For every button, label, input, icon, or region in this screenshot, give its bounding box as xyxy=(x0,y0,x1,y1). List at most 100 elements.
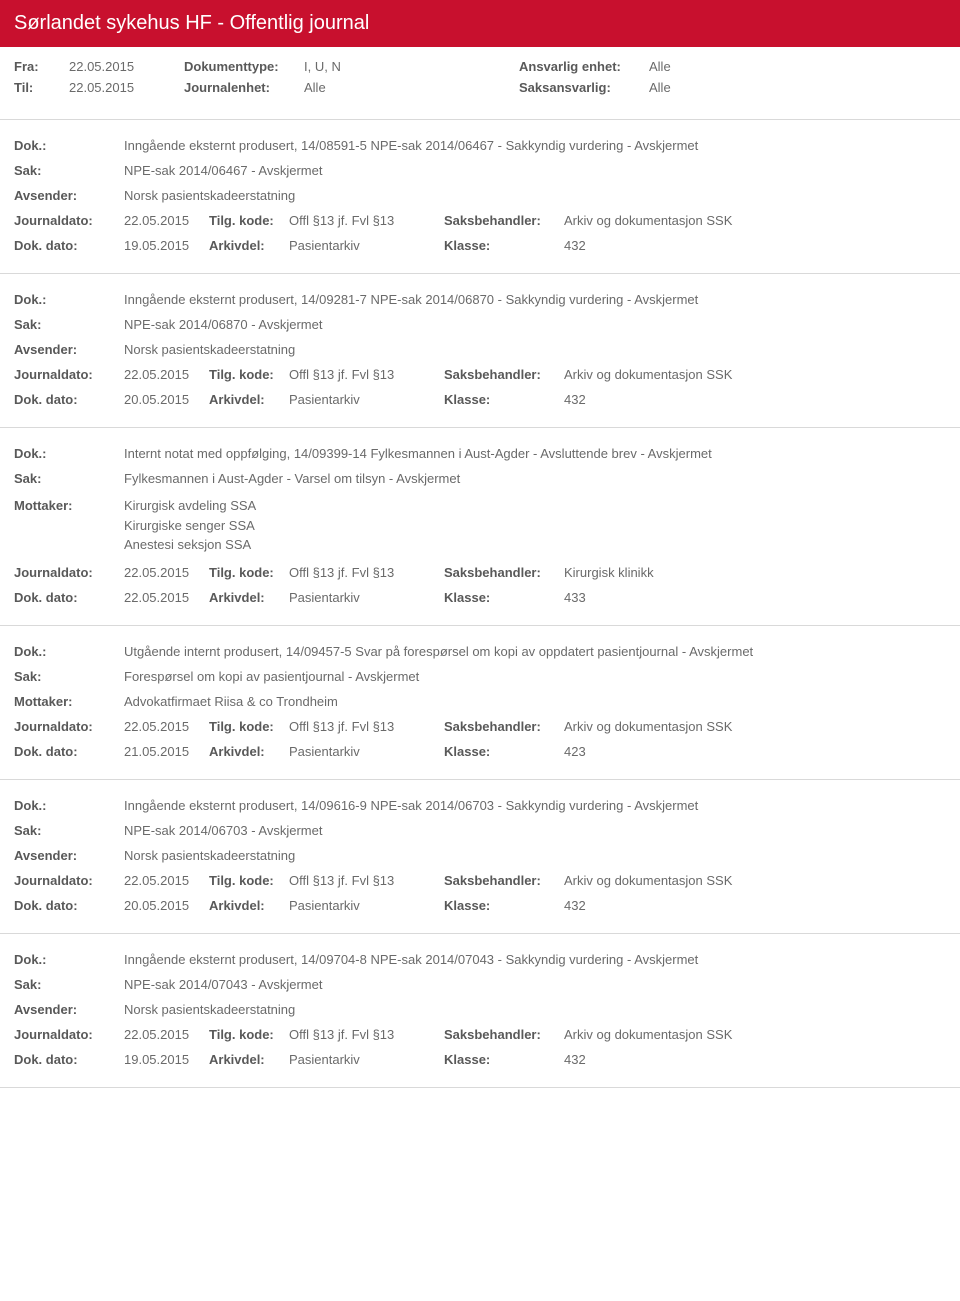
dok-label: Dok.: xyxy=(14,952,124,967)
party-label: Mottaker: xyxy=(14,498,124,513)
dokdato-label: Dok. dato: xyxy=(14,1052,124,1067)
filter-fra-label: Fra: xyxy=(14,59,69,74)
dok-label: Dok.: xyxy=(14,138,124,153)
party-value: Norsk pasientskadeerstatning xyxy=(124,1002,295,1017)
dokdato-value: 20.05.2015 xyxy=(124,898,209,913)
tilgkode-label: Tilg. kode: xyxy=(209,565,289,580)
tilgkode-label: Tilg. kode: xyxy=(209,873,289,888)
filter-journalenhet-label: Journalenhet: xyxy=(184,80,304,95)
saksbehandler-label: Saksbehandler: xyxy=(444,1027,564,1042)
party-value: Norsk pasientskadeerstatning xyxy=(124,188,295,203)
arkivdel-label: Arkivdel: xyxy=(209,744,289,759)
arkivdel-value: Pasientarkiv xyxy=(289,392,444,407)
meta-row: Journaldato:22.05.2015Tilg. kode:Offl §1… xyxy=(14,873,946,888)
klasse-value: 432 xyxy=(564,238,586,253)
journaldato-label: Journaldato: xyxy=(14,565,124,580)
saksbehandler-label: Saksbehandler: xyxy=(444,719,564,734)
saksbehandler-value: Kirurgisk klinikk xyxy=(564,565,654,580)
party-label: Avsender: xyxy=(14,848,124,863)
tilgkode-label: Tilg. kode: xyxy=(209,367,289,382)
tilgkode-value: Offl §13 jf. Fvl §13 xyxy=(289,367,444,382)
dok-label: Dok.: xyxy=(14,292,124,307)
sak-value: Fylkesmannen i Aust-Agder - Varsel om ti… xyxy=(124,471,460,486)
party-value: Advokatfirmaet Riisa & co Trondheim xyxy=(124,694,338,709)
entry-line: Sak:Forespørsel om kopi av pasientjourna… xyxy=(14,669,946,684)
journaldato-label: Journaldato: xyxy=(14,367,124,382)
entry-line: Mottaker:Advokatfirmaet Riisa & co Trond… xyxy=(14,694,946,709)
dokdato-label: Dok. dato: xyxy=(14,392,124,407)
meta-row: Dok. dato:19.05.2015Arkivdel:Pasientarki… xyxy=(14,1052,946,1067)
sak-value: Forespørsel om kopi av pasientjournal - … xyxy=(124,669,419,684)
sak-label: Sak: xyxy=(14,977,124,992)
dok-value: Internt notat med oppfølging, 14/09399-1… xyxy=(124,446,712,461)
entry-line: Dok.:Inngående eksternt produsert, 14/09… xyxy=(14,798,946,813)
meta-row: Dok. dato:20.05.2015Arkivdel:Pasientarki… xyxy=(14,898,946,913)
journal-entry: Dok.:Inngående eksternt produsert, 14/09… xyxy=(0,274,960,428)
dokdato-value: 19.05.2015 xyxy=(124,238,209,253)
klasse-value: 432 xyxy=(564,1052,586,1067)
klasse-label: Klasse: xyxy=(444,898,564,913)
journaldato-value: 22.05.2015 xyxy=(124,213,209,228)
party-label: Avsender: xyxy=(14,188,124,203)
entry-line: Dok.:Internt notat med oppfølging, 14/09… xyxy=(14,446,946,461)
tilgkode-value: Offl §13 jf. Fvl §13 xyxy=(289,1027,444,1042)
entry-line: Dok.:Inngående eksternt produsert, 14/09… xyxy=(14,952,946,967)
sak-value: NPE-sak 2014/06870 - Avskjermet xyxy=(124,317,322,332)
meta-row: Dok. dato:20.05.2015Arkivdel:Pasientarki… xyxy=(14,392,946,407)
arkivdel-value: Pasientarkiv xyxy=(289,1052,444,1067)
filter-doktype-value: I, U, N xyxy=(304,59,519,74)
dokdato-label: Dok. dato: xyxy=(14,898,124,913)
arkivdel-value: Pasientarkiv xyxy=(289,238,444,253)
entry-line: Avsender:Norsk pasientskadeerstatning xyxy=(14,1002,946,1017)
entry-line: Avsender:Norsk pasientskadeerstatning xyxy=(14,342,946,357)
entry-line: Sak:Fylkesmannen i Aust-Agder - Varsel o… xyxy=(14,471,946,486)
dokdato-label: Dok. dato: xyxy=(14,744,124,759)
saksbehandler-value: Arkiv og dokumentasjon SSK xyxy=(564,367,732,382)
entry-line: Avsender:Norsk pasientskadeerstatning xyxy=(14,848,946,863)
filter-ansvarlig-label: Ansvarlig enhet: xyxy=(519,59,649,74)
dok-value: Utgående internt produsert, 14/09457-5 S… xyxy=(124,644,753,659)
arkivdel-value: Pasientarkiv xyxy=(289,590,444,605)
entry-line: Dok.:Inngående eksternt produsert, 14/09… xyxy=(14,292,946,307)
dokdato-value: 19.05.2015 xyxy=(124,1052,209,1067)
filter-doktype-label: Dokumenttype: xyxy=(184,59,304,74)
dok-label: Dok.: xyxy=(14,798,124,813)
meta-row: Journaldato:22.05.2015Tilg. kode:Offl §1… xyxy=(14,719,946,734)
filter-ansvarlig-value: Alle xyxy=(649,59,671,74)
tilgkode-label: Tilg. kode: xyxy=(209,213,289,228)
journaldato-label: Journaldato: xyxy=(14,213,124,228)
entries-container: Dok.:Inngående eksternt produsert, 14/08… xyxy=(0,120,960,1088)
dokdato-value: 20.05.2015 xyxy=(124,392,209,407)
saksbehandler-value: Arkiv og dokumentasjon SSK xyxy=(564,1027,732,1042)
journaldato-label: Journaldato: xyxy=(14,873,124,888)
arkivdel-label: Arkivdel: xyxy=(209,392,289,407)
dokdato-label: Dok. dato: xyxy=(14,590,124,605)
journaldato-label: Journaldato: xyxy=(14,1027,124,1042)
filter-saksansvarlig-value: Alle xyxy=(649,80,671,95)
meta-row: Journaldato:22.05.2015Tilg. kode:Offl §1… xyxy=(14,1027,946,1042)
journaldato-value: 22.05.2015 xyxy=(124,719,209,734)
filter-row: Fra: 22.05.2015 Dokumenttype: I, U, N An… xyxy=(14,59,946,74)
party-value: Norsk pasientskadeerstatning xyxy=(124,342,295,357)
journal-entry: Dok.:Inngående eksternt produsert, 14/08… xyxy=(0,120,960,274)
filter-til-value: 22.05.2015 xyxy=(69,80,184,95)
party-label: Avsender: xyxy=(14,342,124,357)
klasse-label: Klasse: xyxy=(444,744,564,759)
arkivdel-value: Pasientarkiv xyxy=(289,898,444,913)
klasse-label: Klasse: xyxy=(444,238,564,253)
dok-value: Inngående eksternt produsert, 14/09616-9… xyxy=(124,798,698,813)
dok-value: Inngående eksternt produsert, 14/09704-8… xyxy=(124,952,698,967)
sak-label: Sak: xyxy=(14,823,124,838)
klasse-value: 432 xyxy=(564,898,586,913)
entry-line: Dok.:Utgående internt produsert, 14/0945… xyxy=(14,644,946,659)
saksbehandler-label: Saksbehandler: xyxy=(444,213,564,228)
sak-label: Sak: xyxy=(14,471,124,486)
filter-til-label: Til: xyxy=(14,80,69,95)
sak-label: Sak: xyxy=(14,669,124,684)
journal-entry: Dok.:Inngående eksternt produsert, 14/09… xyxy=(0,934,960,1088)
dok-label: Dok.: xyxy=(14,644,124,659)
meta-row: Journaldato:22.05.2015Tilg. kode:Offl §1… xyxy=(14,565,946,580)
klasse-value: 432 xyxy=(564,392,586,407)
tilgkode-value: Offl §13 jf. Fvl §13 xyxy=(289,213,444,228)
saksbehandler-label: Saksbehandler: xyxy=(444,873,564,888)
